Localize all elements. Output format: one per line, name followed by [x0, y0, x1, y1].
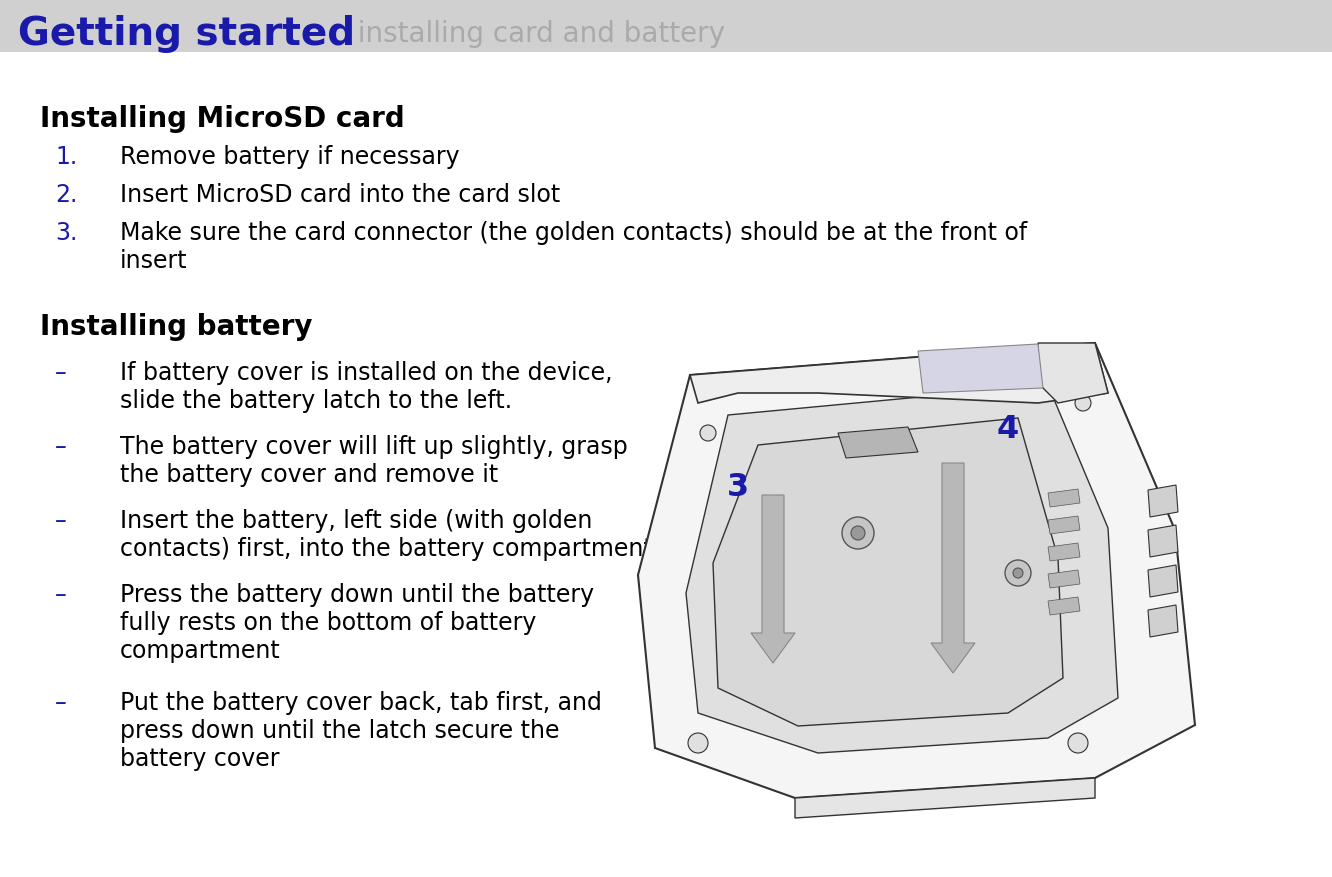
- Text: Press the battery down until the battery
fully rests on the bottom of battery
co: Press the battery down until the battery…: [120, 583, 594, 663]
- Text: Make sure the card connector (the golden contacts) should be at the front of
ins: Make sure the card connector (the golden…: [120, 221, 1027, 273]
- Text: 1.: 1.: [55, 145, 77, 169]
- Circle shape: [1006, 560, 1031, 586]
- Text: –: –: [55, 435, 67, 459]
- Text: The battery cover will lift up slightly, grasp
the battery cover and remove it: The battery cover will lift up slightly,…: [120, 435, 627, 487]
- Polygon shape: [838, 427, 918, 458]
- Polygon shape: [751, 495, 795, 663]
- Circle shape: [1014, 568, 1023, 578]
- Polygon shape: [1148, 485, 1177, 517]
- Text: –: –: [55, 691, 67, 715]
- Text: Put the battery cover back, tab first, and
press down until the latch secure the: Put the battery cover back, tab first, a…: [120, 691, 602, 771]
- Text: If battery cover is installed on the device,
slide the battery latch to the left: If battery cover is installed on the dev…: [120, 361, 613, 413]
- Text: Getting started: Getting started: [19, 15, 356, 53]
- Polygon shape: [1048, 543, 1080, 561]
- Polygon shape: [1048, 516, 1080, 534]
- Polygon shape: [1048, 597, 1080, 615]
- Polygon shape: [1148, 525, 1177, 557]
- Polygon shape: [918, 344, 1043, 393]
- Circle shape: [701, 425, 717, 441]
- Polygon shape: [713, 418, 1063, 726]
- Polygon shape: [1048, 489, 1080, 507]
- Text: –: –: [55, 361, 67, 385]
- Text: 3.: 3.: [55, 221, 77, 245]
- Circle shape: [689, 733, 709, 753]
- Text: Installing MicroSD card: Installing MicroSD card: [40, 105, 405, 133]
- Polygon shape: [1038, 343, 1108, 403]
- Text: –: –: [55, 509, 67, 533]
- Text: Insert MicroSD card into the card slot: Insert MicroSD card into the card slot: [120, 183, 561, 207]
- Polygon shape: [931, 463, 975, 673]
- Bar: [0, 0, 1332, 52]
- Circle shape: [851, 526, 864, 540]
- Polygon shape: [1148, 605, 1177, 637]
- Polygon shape: [795, 778, 1095, 818]
- Polygon shape: [690, 343, 1108, 403]
- Text: 4: 4: [996, 415, 1019, 446]
- Polygon shape: [1048, 570, 1080, 588]
- Text: installing card and battery: installing card and battery: [340, 20, 725, 48]
- Circle shape: [1075, 395, 1091, 411]
- Text: Remove battery if necessary: Remove battery if necessary: [120, 145, 460, 169]
- Polygon shape: [686, 385, 1118, 753]
- Text: Installing battery: Installing battery: [40, 313, 313, 341]
- Polygon shape: [638, 343, 1195, 798]
- Text: 2.: 2.: [55, 183, 77, 207]
- Text: Insert the battery, left side (with golden
contacts) first, into the battery com: Insert the battery, left side (with gold…: [120, 509, 653, 560]
- Text: 3: 3: [727, 473, 749, 503]
- Text: –: –: [55, 583, 67, 607]
- Circle shape: [842, 517, 874, 549]
- Polygon shape: [1148, 565, 1177, 597]
- Circle shape: [1068, 733, 1088, 753]
